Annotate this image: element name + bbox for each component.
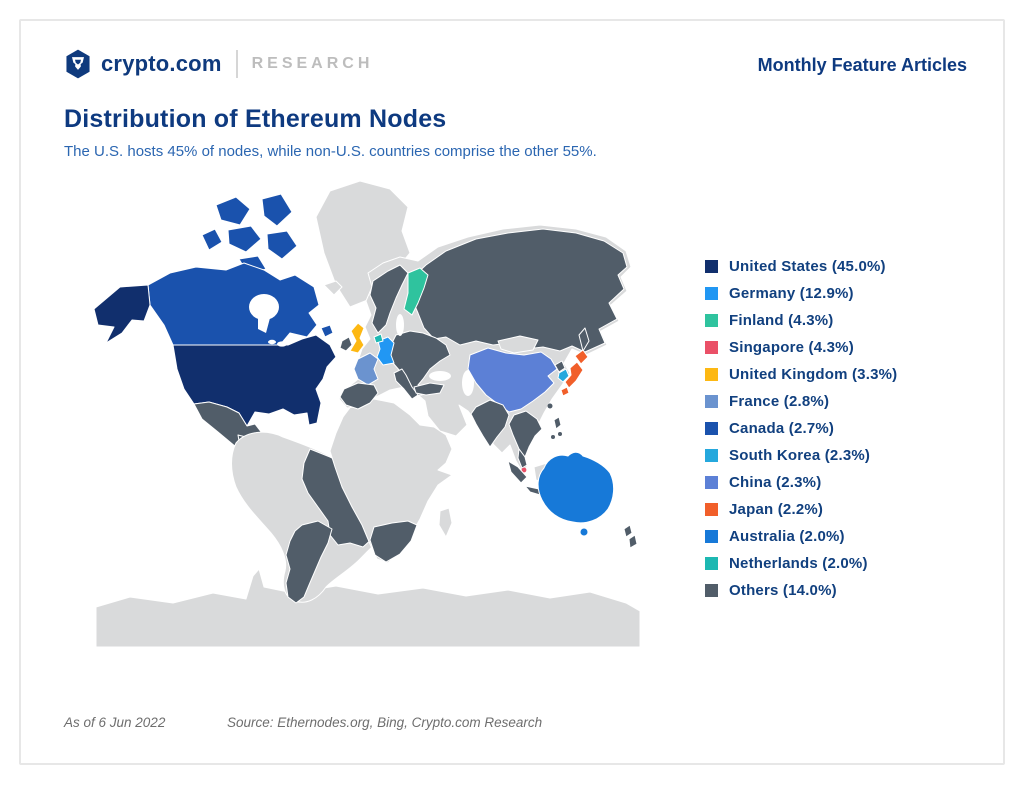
legend-swatch (705, 557, 718, 570)
page-subtitle: The U.S. hosts 45% of nodes, while non-U… (64, 143, 597, 160)
map-country-india (470, 399, 510, 448)
brand-header: crypto.com RESEARCH (64, 49, 373, 79)
legend-item-germany: Germany (12.9%) (705, 280, 897, 307)
footer-as-of: As of 6 Jun 2022 (64, 715, 166, 730)
map-country-united-kingdom (349, 322, 365, 354)
legend-label: United Kingdom (3.3%) (729, 366, 898, 383)
legend-label: China (2.3%) (729, 474, 822, 491)
legend-swatch (705, 341, 718, 354)
legend-item-france: France (2.8%) (705, 388, 897, 415)
map-country-south-korea (557, 368, 570, 383)
world-map (78, 173, 643, 648)
legend-item-finland: Finland (4.3%) (705, 307, 897, 334)
legend-swatch (705, 449, 718, 462)
legend-label: Finland (4.3%) (729, 312, 834, 329)
map-country-north-korea (554, 360, 566, 373)
legend-swatch (705, 314, 718, 327)
legend-swatch (705, 287, 718, 300)
legend-item-australia: Australia (2.0%) (705, 523, 897, 550)
map-country-argentina-chile (285, 520, 333, 604)
map-country-new-zealand (623, 524, 638, 549)
map-country-turkey (413, 382, 445, 396)
legend-item-united-states: United States (45.0%) (705, 253, 897, 280)
map-country-taiwan (547, 403, 553, 409)
brand-sub-label: RESEARCH (251, 55, 374, 72)
legend-item-united-kingdom: United Kingdom (3.3%) (705, 361, 897, 388)
legend-label: Germany (12.9%) (729, 285, 854, 302)
legend-swatch (705, 584, 718, 597)
legend-item-netherlands: Netherlands (2.0%) (705, 550, 897, 577)
legend-label: Singapore (4.3%) (729, 339, 854, 356)
map-country-sumatra (507, 460, 528, 484)
map-country-italy (393, 368, 419, 400)
map-country-singapore (521, 467, 527, 473)
legend-swatch (705, 368, 718, 381)
map-country-canada (147, 193, 334, 346)
map-country-philippines (551, 416, 562, 439)
legend-label: Others (14.0%) (729, 582, 837, 599)
legend-label: Japan (2.2%) (729, 501, 824, 518)
crypto-com-logo-icon (66, 49, 90, 79)
legend-label: France (2.8%) (729, 393, 830, 410)
legend-swatch (705, 503, 718, 516)
map-region-mongolia (497, 335, 539, 354)
legend-item-south-korea: South Korea (2.3%) (705, 442, 897, 469)
report-card: crypto.com RESEARCH Monthly Feature Arti… (19, 19, 1005, 765)
legend-label: United States (45.0%) (729, 258, 886, 275)
map-country-scandinavia (369, 264, 409, 334)
map-region-iceland (323, 280, 343, 296)
footer-source: Source: Ethernodes.org, Bing, Crypto.com… (227, 715, 543, 730)
page-title: Distribution of Ethereum Nodes (64, 105, 447, 133)
legend-item-japan: Japan (2.2%) (705, 496, 897, 523)
map-country-ireland (339, 336, 353, 352)
map-region-antarctica (95, 568, 641, 648)
legend-label: Canada (2.7%) (729, 420, 835, 437)
map-country-south-africa (369, 520, 418, 563)
map-country-iberia (339, 382, 379, 410)
legend-label: Netherlands (2.0%) (729, 555, 868, 572)
legend-label: Australia (2.0%) (729, 528, 845, 545)
header-right-label: Monthly Feature Articles (757, 55, 967, 75)
map-country-australia (537, 451, 615, 536)
map-country-malay-peninsula (517, 448, 528, 469)
legend-swatch (705, 422, 718, 435)
map-country-indochina (508, 410, 543, 458)
legend-label: South Korea (2.3%) (729, 447, 871, 464)
map-region-africa (329, 398, 453, 564)
map-region-madagascar (438, 507, 453, 538)
map-country-japan (560, 349, 589, 397)
map-country-sakhalin (578, 327, 590, 352)
legend-item-china: China (2.3%) (705, 469, 897, 496)
legend-swatch (705, 530, 718, 543)
map-country-china (467, 347, 558, 413)
map-country-netherlands (373, 333, 384, 344)
legend-item-singapore: Singapore (4.3%) (705, 334, 897, 361)
map-legend: United States (45.0%) Germany (12.9%) Finl… (705, 253, 897, 604)
legend-item-others: Others (14.0%) (705, 577, 897, 604)
brand-name: crypto.com (101, 51, 222, 76)
legend-item-canada: Canada (2.7%) (705, 415, 897, 442)
legend-swatch (705, 395, 718, 408)
legend-swatch (705, 476, 718, 489)
legend-swatch (705, 260, 718, 273)
map-country-finland (403, 267, 429, 316)
brand-divider (235, 50, 238, 78)
map-country-france (353, 352, 379, 386)
map-country-germany (376, 336, 395, 366)
